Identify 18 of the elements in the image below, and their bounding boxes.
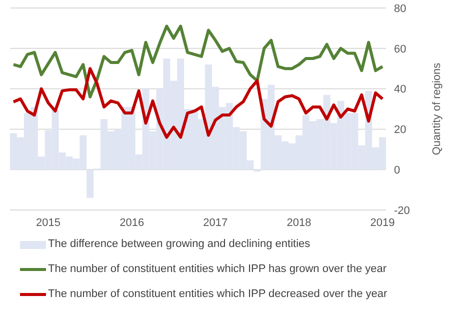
- x-tick-label: 2018: [286, 216, 312, 229]
- legend-label: The number of constituent entities which IPP has grown over the year: [48, 262, 387, 277]
- x-tick-label: 2017: [203, 216, 228, 229]
- y-tick-label: 20: [394, 124, 406, 136]
- y-tick-label: 80: [394, 2, 406, 15]
- bar: [86, 170, 94, 198]
- line-series: [12, 24, 384, 98]
- legend-label: The difference between growing and declining entities: [48, 237, 310, 252]
- legend-label: The number of constituent entities which IPP decreased over the year: [48, 287, 388, 302]
- y-tick-label: 0: [394, 164, 400, 177]
- line-series: [12, 67, 384, 139]
- x-tick-label: 2016: [120, 216, 144, 229]
- x-tick-label: 2019: [370, 216, 395, 229]
- y-tick-label: 60: [394, 43, 406, 56]
- x-tick-label: 2015: [36, 216, 61, 229]
- y-axis-title: Quantity of regions: [430, 62, 443, 156]
- y-tick-label: -20: [394, 204, 410, 217]
- y-tick-label: 40: [394, 84, 406, 96]
